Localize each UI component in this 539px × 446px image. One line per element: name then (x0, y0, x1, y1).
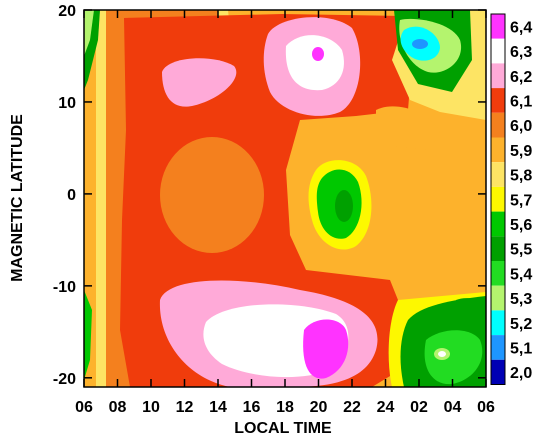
region-green-left-bottom (84, 290, 92, 380)
region-pink-upper-left (162, 58, 237, 107)
colorbar-swatch (491, 359, 505, 385)
x-tick-label: 24 (377, 399, 395, 416)
x-tick-label: 10 (142, 399, 160, 416)
y-tick-label: 0 (67, 187, 76, 204)
colorbar-label: 5,1 (510, 340, 532, 357)
region-orange-right (376, 106, 440, 150)
colorbar-swatch (491, 14, 505, 39)
colorbar-swatch (491, 285, 505, 311)
x-tick-label: 16 (243, 399, 261, 416)
y-axis-label: MAGNETIC LATITUDE (9, 114, 26, 282)
colorbar-swatch (491, 137, 505, 163)
y-tick-label: -10 (53, 279, 76, 296)
colorbar-swatch (491, 38, 505, 64)
colorbar-swatch (491, 186, 505, 212)
colorbar-swatch (491, 310, 505, 336)
heatmap-contours (84, 10, 486, 387)
y-tick-label: -20 (53, 371, 76, 388)
y-axis: 20 10 0 -10 -20 (53, 3, 486, 388)
colorbar-label: 5,7 (510, 192, 532, 209)
region-white-right-bottom (438, 351, 446, 357)
region-center-orange (160, 137, 264, 253)
colorbar-swatch (491, 236, 505, 261)
region-darkgreen-right-bottom (456, 298, 486, 328)
colorbar-label: 5,4 (510, 266, 532, 283)
colorbar-swatch (491, 261, 505, 286)
colorbar-label: 5,5 (510, 242, 532, 259)
x-axis: 06 08 10 12 14 16 18 20 22 24 02 04 06 (75, 10, 495, 416)
region-white-top (285, 35, 344, 91)
x-tick-label: 14 (209, 399, 227, 416)
colorbar-label: 5,2 (510, 316, 532, 333)
x-axis-label: LOCAL TIME (234, 420, 332, 437)
colorbar-swatch (491, 211, 505, 237)
colorbar-label: 5,8 (510, 168, 532, 185)
region-lightgreen-left-top (84, 10, 94, 56)
colorbar-label: 2,0 (510, 365, 532, 382)
colorbar-label: 6,2 (510, 69, 532, 86)
x-tick-label: 06 (75, 399, 93, 416)
colorbar: 6,4 6,3 6,2 6,1 6,0 5,9 5,8 5,7 5,6 5,5 5,4 5,3 5,2 5… (490, 13, 532, 385)
colorbar-label: 6,1 (510, 93, 532, 110)
colorbar-swatch (491, 88, 505, 113)
x-tick-label: 04 (444, 399, 462, 416)
region-brightgreen-right-bottom (424, 330, 483, 385)
colorbar-frame (490, 13, 506, 385)
colorbar-label: 6,3 (510, 44, 532, 61)
colorbar-label: 5,6 (510, 217, 532, 234)
region-darkgreen-mid (335, 190, 353, 222)
region-magenta-bottom (303, 319, 349, 379)
colorbar-swatch (491, 112, 505, 138)
region-magenta-top (312, 47, 324, 61)
colorbar-label: 5,3 (510, 291, 532, 308)
colorbar-swatch (491, 335, 505, 360)
x-tick-label: 02 (410, 399, 428, 416)
x-tick-label: 20 (310, 399, 328, 416)
x-tick-label: 22 (343, 399, 361, 416)
x-tick-label: 06 (477, 399, 495, 416)
region-blue-right-top (412, 39, 428, 49)
x-tick-label: 18 (276, 399, 294, 416)
y-tick-label: 20 (58, 3, 76, 20)
x-tick-label: 08 (109, 399, 127, 416)
x-tick-label: 12 (176, 399, 194, 416)
colorbar-label: 6,4 (510, 19, 532, 36)
y-tick-label: 10 (58, 95, 76, 112)
colorbar-swatch (491, 63, 505, 89)
colorbar-label: 6,0 (510, 118, 532, 135)
colorbar-swatch (491, 162, 505, 187)
colorbar-label: 5,9 (510, 143, 532, 160)
